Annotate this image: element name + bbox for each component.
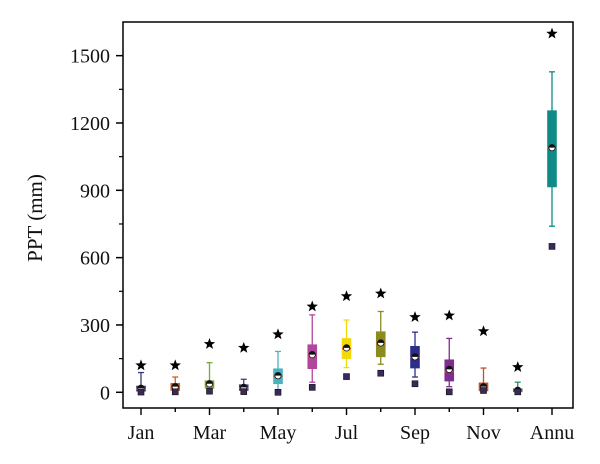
mean-marker-fill <box>240 384 247 388</box>
box-dec <box>512 361 524 396</box>
max-marker <box>375 287 387 299</box>
y-tick-label: 600 <box>80 248 110 270</box>
box-jan <box>135 359 147 396</box>
box-annu <box>546 27 558 250</box>
max-marker <box>238 341 250 353</box>
x-tick-label: Annu <box>530 422 574 444</box>
max-marker <box>409 311 421 322</box>
box-jul <box>340 290 353 380</box>
min-marker <box>445 388 453 396</box>
tick-labels: 0 300 600 900 1200 1500 Jan Mar May Jul Sep Nov Annu <box>70 46 574 444</box>
x-tick-label: Mar <box>193 422 227 444</box>
max-marker <box>443 309 455 321</box>
x-tick-label: Sep <box>400 422 430 444</box>
min-marker <box>514 388 522 396</box>
box-jun <box>306 300 318 391</box>
y-tick-label: 1500 <box>70 46 110 68</box>
box-feb <box>169 359 181 396</box>
min-marker <box>480 387 487 394</box>
x-tick-label: Jul <box>335 422 359 444</box>
min-marker <box>137 388 145 396</box>
y-tick-label: 1200 <box>70 113 110 135</box>
mean-marker-fill <box>137 385 145 389</box>
box-may <box>272 328 284 396</box>
max-marker <box>135 359 147 371</box>
min-marker <box>343 373 350 380</box>
max-marker <box>169 359 181 371</box>
min-marker <box>240 388 248 395</box>
min-marker <box>206 387 213 395</box>
min-marker <box>171 388 179 396</box>
mean-marker-fill <box>411 353 419 357</box>
box-series <box>135 27 558 396</box>
mean-marker-fill <box>446 366 453 370</box>
max-marker <box>546 27 558 39</box>
max-marker <box>306 300 318 312</box>
x-tick-label: Jan <box>128 422 155 444</box>
mean-marker-fill <box>377 339 384 343</box>
box-sep <box>409 311 421 388</box>
box-nov <box>477 325 490 394</box>
max-marker <box>203 338 216 349</box>
mean-marker-fill <box>343 344 350 348</box>
max-marker <box>512 361 524 373</box>
axes <box>116 21 574 415</box>
min-marker <box>274 388 282 396</box>
mean-marker-fill <box>274 372 282 376</box>
x-tick-label: Nov <box>466 422 500 444</box>
box-aug <box>375 287 387 377</box>
max-marker <box>340 290 353 302</box>
y-tick-label: 0 <box>100 382 110 404</box>
min-marker <box>411 380 419 388</box>
min-marker <box>308 384 316 391</box>
mean-marker-fill <box>309 351 316 355</box>
min-marker <box>377 369 385 377</box>
x-tick-label: May <box>260 422 297 444</box>
y-tick-label: 300 <box>80 315 110 337</box>
box-apr <box>238 341 250 395</box>
mean-marker-fill <box>548 144 556 148</box>
mean-marker-fill <box>206 380 213 384</box>
max-marker <box>272 328 284 340</box>
max-marker <box>477 325 490 337</box>
mean-marker-fill <box>480 383 487 387</box>
y-tick-label: 900 <box>80 180 110 202</box>
mean-marker-fill <box>172 383 179 387</box>
box-oct <box>443 309 455 396</box>
y-axis-title: PPT (mm) <box>23 174 47 262</box>
plot-frame <box>122 21 574 409</box>
min-marker <box>548 243 556 250</box>
box-mar <box>203 338 216 395</box>
